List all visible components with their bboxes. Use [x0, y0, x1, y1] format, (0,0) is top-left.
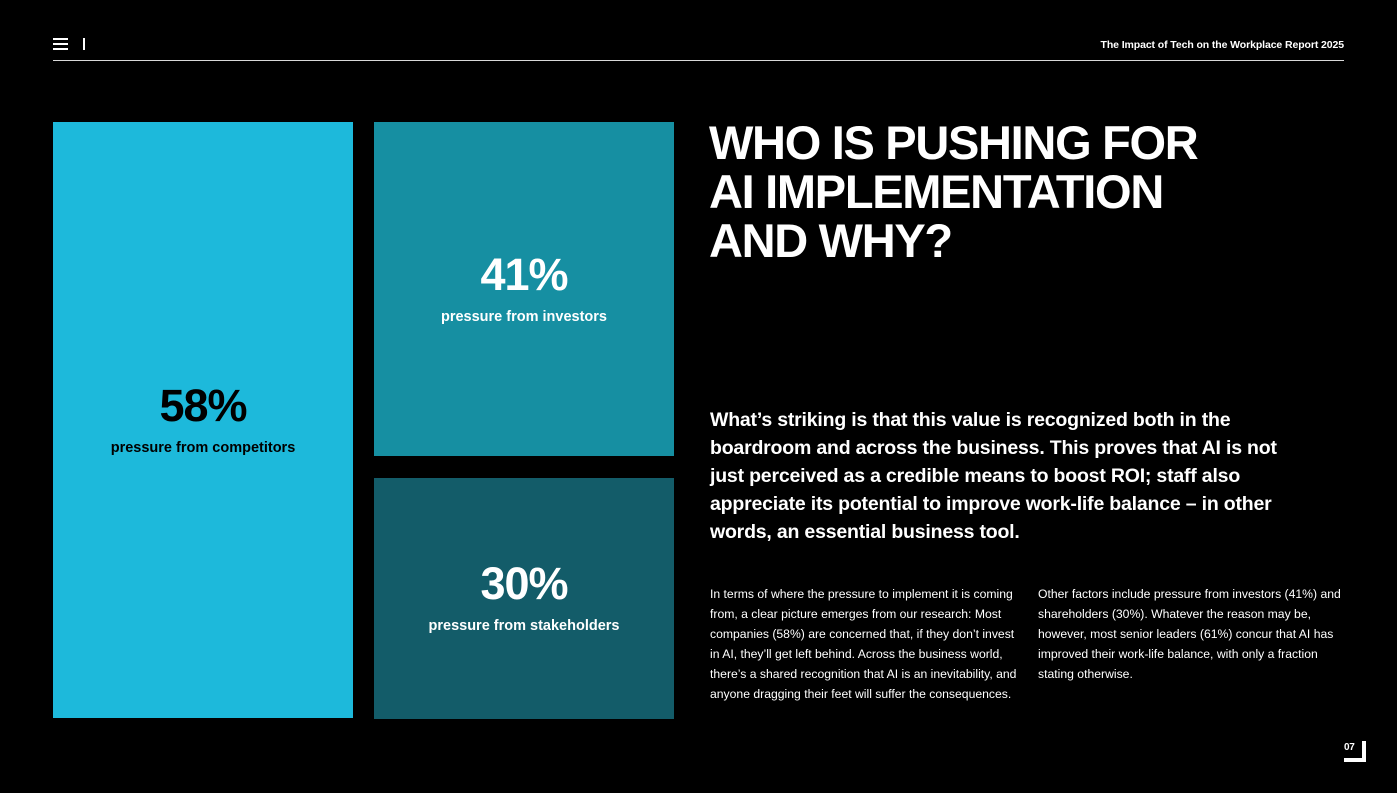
page-number-badge: 07 — [1344, 741, 1366, 762]
header-divider — [83, 38, 85, 50]
stat-label-stakeholders: pressure from stakeholders — [428, 618, 620, 635]
body-paragraph-right: Other factors include pressure from inve… — [1038, 587, 1341, 681]
top-bar: The Impact of Tech on the Workplace Repo… — [53, 34, 1344, 61]
stat-label-investors: pressure from investors — [440, 308, 607, 325]
page-number: 07 — [1344, 742, 1355, 753]
lead-paragraph: What’s striking is that this value is re… — [710, 409, 1277, 543]
stat-label-competitors: pressure from competitors — [110, 439, 296, 456]
stat-value-competitors: 58% — [159, 379, 247, 431]
headline-line-2: AI IMPLEMENTATION — [709, 165, 1164, 218]
stat-value-stakeholders: 30% — [480, 558, 568, 610]
stat-tile-stakeholders: 30% pressure from stakeholders — [374, 478, 674, 719]
headline-line-1: WHO IS PUSHING FOR — [709, 116, 1199, 169]
stat-tile-investors: 41% pressure from investors — [374, 122, 674, 456]
report-title: The Impact of Tech on the Workplace Repo… — [1100, 39, 1345, 51]
stat-tile-competitors: 58% pressure from competitors — [53, 122, 353, 718]
hamburger-menu-icon[interactable] — [53, 38, 68, 50]
page-corner-icon — [1344, 741, 1366, 762]
stat-value-investors: 41% — [480, 248, 568, 300]
body-paragraph-left: In terms of where the pressure to implem… — [710, 587, 1017, 701]
headline-line-3: AND WHY? — [709, 214, 953, 267]
page-headline: WHO IS PUSHING FOR AI IMPLEMENTATION AND… — [709, 118, 1349, 265]
